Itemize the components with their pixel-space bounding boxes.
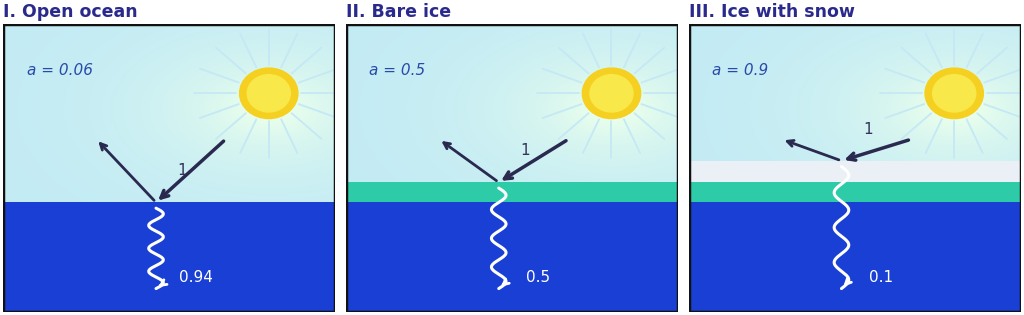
Bar [346, 182, 678, 203]
Text: a = 0.5: a = 0.5 [370, 63, 426, 78]
Bar [3, 203, 335, 312]
Text: III. Ice with snow: III. Ice with snow [689, 3, 855, 21]
Text: a = 0.9: a = 0.9 [712, 63, 768, 78]
Circle shape [925, 68, 983, 118]
Text: a = 0.06: a = 0.06 [27, 63, 93, 78]
Text: I. Open ocean: I. Open ocean [3, 3, 138, 21]
Bar [689, 161, 1021, 182]
Circle shape [240, 68, 298, 118]
Bar [689, 203, 1021, 312]
Text: 0.1: 0.1 [869, 270, 893, 284]
Text: 1: 1 [863, 122, 872, 137]
Circle shape [247, 75, 291, 112]
Circle shape [590, 75, 633, 112]
Text: II. Bare ice: II. Bare ice [346, 3, 452, 21]
Text: 1: 1 [520, 143, 530, 158]
Circle shape [583, 68, 641, 118]
Bar [346, 203, 678, 312]
Text: 0.5: 0.5 [526, 270, 551, 284]
Text: 0.94: 0.94 [179, 270, 213, 284]
Circle shape [933, 75, 976, 112]
Bar [689, 182, 1021, 203]
Text: 1: 1 [178, 163, 187, 178]
